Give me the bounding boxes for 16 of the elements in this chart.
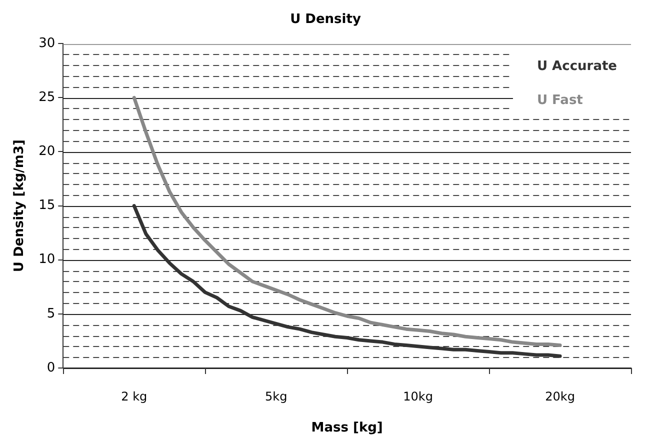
text: U Accurate [536, 58, 618, 74]
y-axis-title: U Density [kg/m3] [12, 140, 28, 272]
y-tick-label: 30 [38, 36, 56, 51]
x-tick-label: 10kg [403, 389, 433, 404]
y-tick-label: 20 [38, 144, 56, 160]
chart-title: U Density [290, 12, 362, 28]
text: U Fast [536, 92, 583, 108]
x-tick-label: 20kg [545, 389, 575, 404]
x-tick-label: 2 kg [121, 389, 148, 404]
y-tick-label: 10 [38, 252, 56, 268]
y-tick-label: 5 [46, 306, 56, 322]
y-tick-label: 15 [38, 198, 56, 214]
x-axis-title: Mass [kg] [311, 420, 383, 436]
x-tick-label: 5kg [264, 389, 288, 404]
y-tick-label: 0 [46, 360, 56, 376]
y-tick-label: 25 [38, 90, 56, 106]
